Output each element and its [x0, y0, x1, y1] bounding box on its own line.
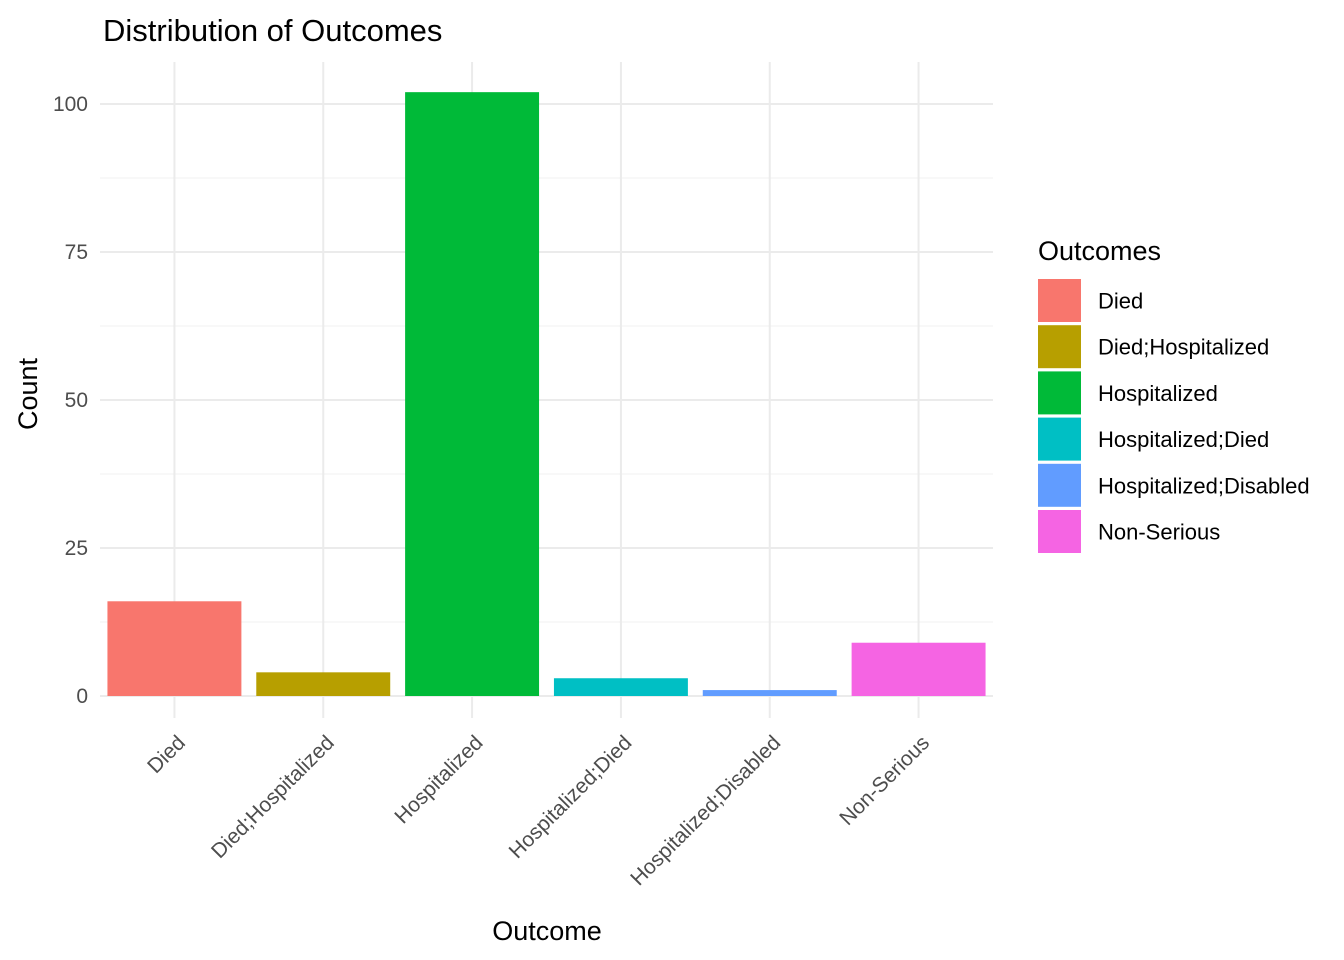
legend-label: Died;Hospitalized	[1098, 335, 1269, 360]
bar	[405, 92, 540, 696]
legend-swatch	[1038, 371, 1081, 415]
y-tick-label: 0	[76, 685, 88, 708]
x-axis-ticks: Died Died;Hospitalized Hospitalized Hospita…	[143, 731, 934, 890]
legend-swatch	[1038, 279, 1081, 322]
legend-swatch	[1038, 417, 1081, 461]
legend-swatch	[1038, 510, 1081, 553]
bar	[702, 690, 837, 696]
legend: Outcomes Died Died;Hospitalized Hospitaliz…	[1038, 236, 1310, 553]
x-tick-label: Hospitalized	[390, 731, 487, 828]
legend-label: Hospitalized;Disabled	[1098, 473, 1310, 498]
legend-label: Non-Serious	[1098, 520, 1220, 545]
legend-label: Died	[1098, 289, 1143, 314]
x-axis-title: Outcome	[492, 916, 602, 946]
bar	[107, 601, 242, 696]
legend-label: Hospitalized	[1098, 381, 1218, 406]
x-tick-label: Hospitalized;Disabled	[626, 731, 785, 890]
bar	[851, 642, 986, 696]
legend-label: Hospitalized;Died	[1098, 427, 1269, 452]
bar	[256, 672, 391, 696]
y-tick-label: 50	[65, 389, 88, 412]
x-tick-label: Hospitalized;Died	[505, 731, 637, 863]
bar	[553, 678, 688, 696]
y-tick-label: 25	[65, 537, 88, 560]
legend-swatch	[1038, 325, 1081, 369]
chart-title: Distribution of Outcomes	[103, 13, 442, 48]
legend-swatch	[1038, 463, 1081, 507]
x-tick-label: Died	[143, 731, 190, 778]
legend-title: Outcomes	[1038, 236, 1161, 266]
y-axis-title: Count	[13, 357, 43, 430]
legend-items: Died Died;Hospitalized Hospitalized Hospita…	[1038, 279, 1310, 553]
y-tick-label: 100	[53, 93, 88, 116]
y-tick-label: 75	[65, 241, 88, 264]
x-tick-label: Died;Hospitalized	[207, 731, 339, 863]
y-axis-ticks: 0 25 50 75 100	[53, 93, 88, 708]
x-tick-label: Non-Serious	[835, 731, 934, 830]
bars	[107, 92, 986, 696]
